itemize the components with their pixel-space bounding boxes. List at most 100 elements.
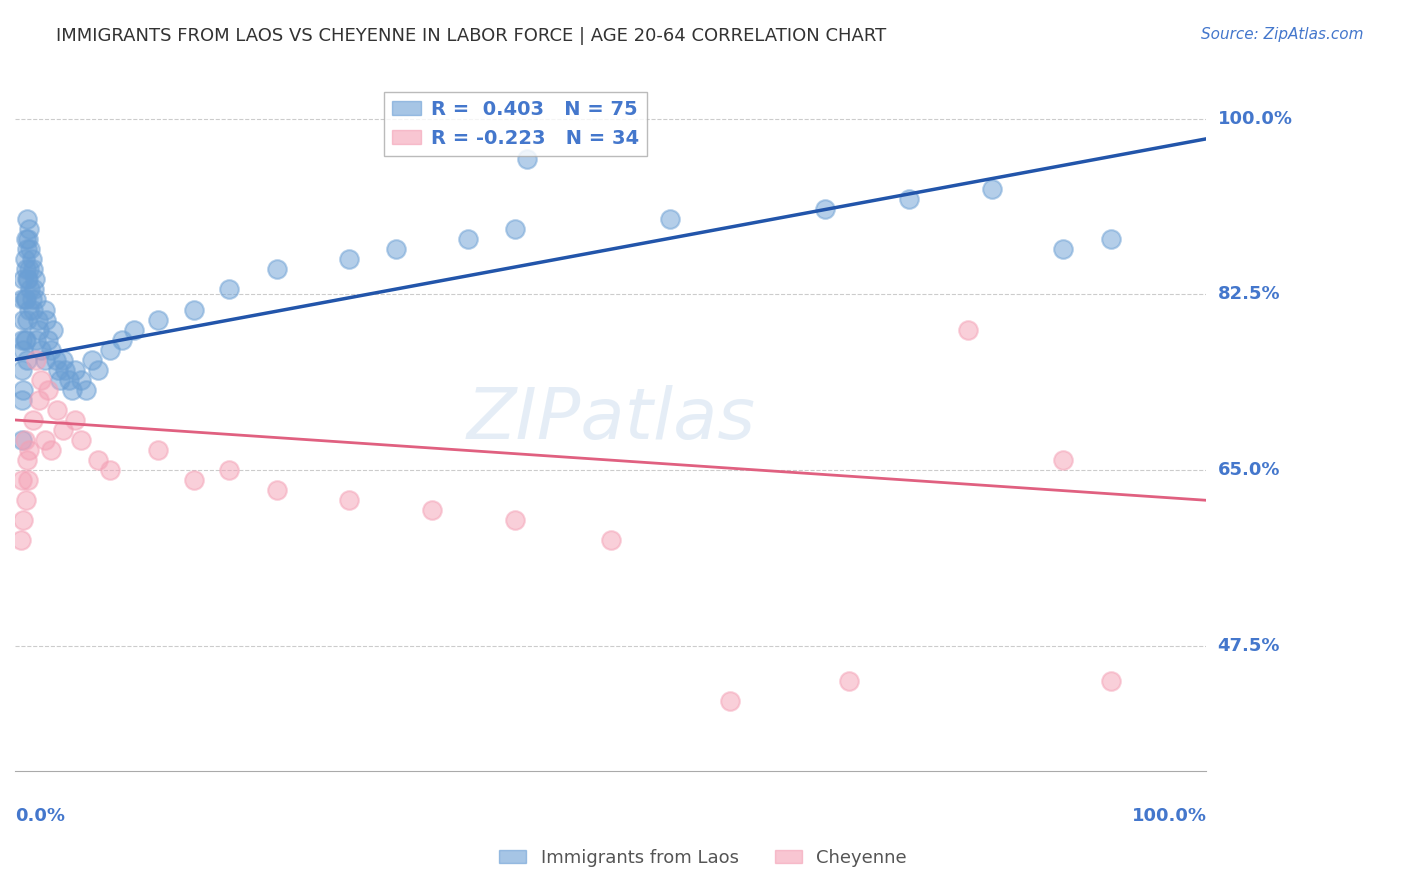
Point [13,513,35,527]
Point [218,463,240,477]
Point [39,343,62,357]
Point [183,473,205,487]
Point [30,373,52,387]
Point [52,352,75,367]
Point [21,262,44,277]
Point [87,453,110,467]
Point [337,493,360,508]
Point [46,363,69,377]
Text: ZIPatlas: ZIPatlas [467,385,755,454]
Point [21,413,44,427]
Point [17,272,39,286]
Point [69,373,91,387]
Point [505,222,527,236]
Point [15,312,38,326]
Point [82,352,104,367]
Point [385,242,408,256]
Point [897,192,920,206]
Point [13,343,35,357]
Point [87,363,110,377]
Point [122,322,145,336]
Point [11,392,34,407]
Point [17,232,39,246]
Point [42,322,65,336]
Point [17,473,39,487]
Point [14,293,37,307]
Point [13,333,35,347]
Point [20,242,42,256]
Point [13,293,35,307]
Point [15,212,38,227]
Point [981,182,1004,196]
Point [266,483,288,498]
Point [18,302,41,317]
Point [69,433,91,447]
Point [39,443,62,458]
Point [58,373,80,387]
Point [14,262,37,277]
Point [49,373,72,387]
Text: 100.0%: 100.0% [1218,110,1292,128]
Point [24,272,46,286]
Point [337,252,360,267]
Point [37,383,59,397]
Point [60,383,83,397]
Point [52,423,75,437]
Point [63,413,86,427]
Point [11,363,34,377]
Point [11,473,34,487]
Text: 82.5%: 82.5% [1218,285,1281,303]
Point [98,463,121,477]
Point [21,293,44,307]
Point [34,302,56,317]
Point [146,312,169,326]
Point [14,333,37,347]
Point [266,262,288,277]
Point [18,443,41,458]
Point [218,282,240,296]
Point [659,212,682,227]
Point [27,312,49,326]
Point [13,252,35,267]
Point [13,272,35,286]
Point [15,242,38,256]
Point [76,383,98,397]
Text: 47.5%: 47.5% [1218,637,1279,655]
Point [44,352,66,367]
Text: Source: ZipAtlas.com: Source: ZipAtlas.com [1201,27,1364,42]
Text: IMMIGRANTS FROM LAOS VS CHEYENNE IN LABOR FORCE | AGE 20-64 CORRELATION CHART: IMMIGRANTS FROM LAOS VS CHEYENNE IN LABO… [56,27,887,45]
Point [11,293,34,307]
Point [34,352,56,367]
Point [14,232,37,246]
Point [505,513,527,527]
Point [35,312,58,326]
Point [957,322,980,336]
Legend: Immigrants from Laos, Cheyenne: Immigrants from Laos, Cheyenne [492,842,914,874]
Point [15,453,38,467]
Point [18,222,41,236]
Point [13,312,35,326]
Point [1052,242,1074,256]
Point [516,152,538,166]
Text: 65.0%: 65.0% [1218,461,1279,479]
Point [45,403,67,417]
Point [22,282,45,296]
Point [718,694,741,708]
Point [53,363,76,377]
Point [1052,453,1074,467]
Point [11,333,34,347]
Point [30,343,52,357]
Point [21,302,44,317]
Point [28,392,51,407]
Point [146,443,169,458]
Text: 0.0%: 0.0% [15,806,65,824]
Point [1099,673,1122,688]
Point [21,252,44,267]
Point [14,493,37,508]
Point [37,333,59,347]
Point [25,293,48,307]
Point [15,352,38,367]
Point [10,533,32,548]
Point [15,272,38,286]
Text: 100.0%: 100.0% [1132,806,1206,824]
